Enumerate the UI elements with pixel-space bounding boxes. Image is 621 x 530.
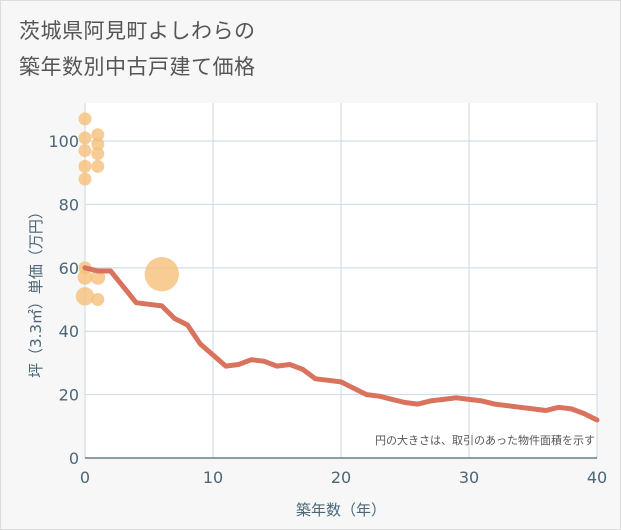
size-note: 円の大きさは、取引のあった物件面積を示す [375, 433, 595, 447]
bubble [78, 159, 92, 173]
x-tick-label: 40 [587, 468, 607, 487]
x-tick-label: 10 [203, 468, 223, 487]
bubble [77, 269, 93, 285]
y-tick-label: 80 [59, 195, 79, 214]
bubble [144, 256, 179, 292]
x-tick-label: 20 [331, 468, 351, 487]
bubble [78, 131, 92, 145]
x-axis-label: 築年数（年） [296, 501, 386, 519]
y-tick-label: 100 [48, 132, 79, 151]
bubble [90, 269, 106, 285]
y-tick-label: 40 [59, 322, 79, 341]
y-tick-label: 20 [59, 386, 79, 405]
bubble [78, 172, 92, 186]
gridlines [84, 103, 598, 459]
chart-title-line-2: 築年数別中古戸建て価格 [19, 55, 256, 79]
chart-title: 茨城県阿見町よしわらの 築年数別中古戸建て価格 [19, 13, 256, 85]
bubble [78, 112, 92, 126]
bubbles [75, 112, 179, 307]
bubble [75, 287, 95, 306]
y-tick-label: 60 [59, 259, 79, 278]
tick-labels: 0 10 20 30 40 0 20 40 60 80 100 [48, 132, 607, 487]
x-tick-label: 0 [80, 468, 90, 487]
bubble [91, 128, 105, 142]
chart-title-line-1: 茨城県阿見町よしわらの [19, 19, 256, 43]
bubble [91, 147, 105, 161]
y-axis-label: 坪（3.3㎡）単価（万円） [27, 204, 45, 378]
y-tick-label: 0 [69, 449, 79, 468]
bubble [78, 144, 92, 158]
x-tick-label: 30 [459, 468, 479, 487]
bubble [91, 159, 105, 173]
bubble [91, 293, 105, 307]
average-price-line [82, 265, 600, 423]
bubble [91, 137, 105, 151]
